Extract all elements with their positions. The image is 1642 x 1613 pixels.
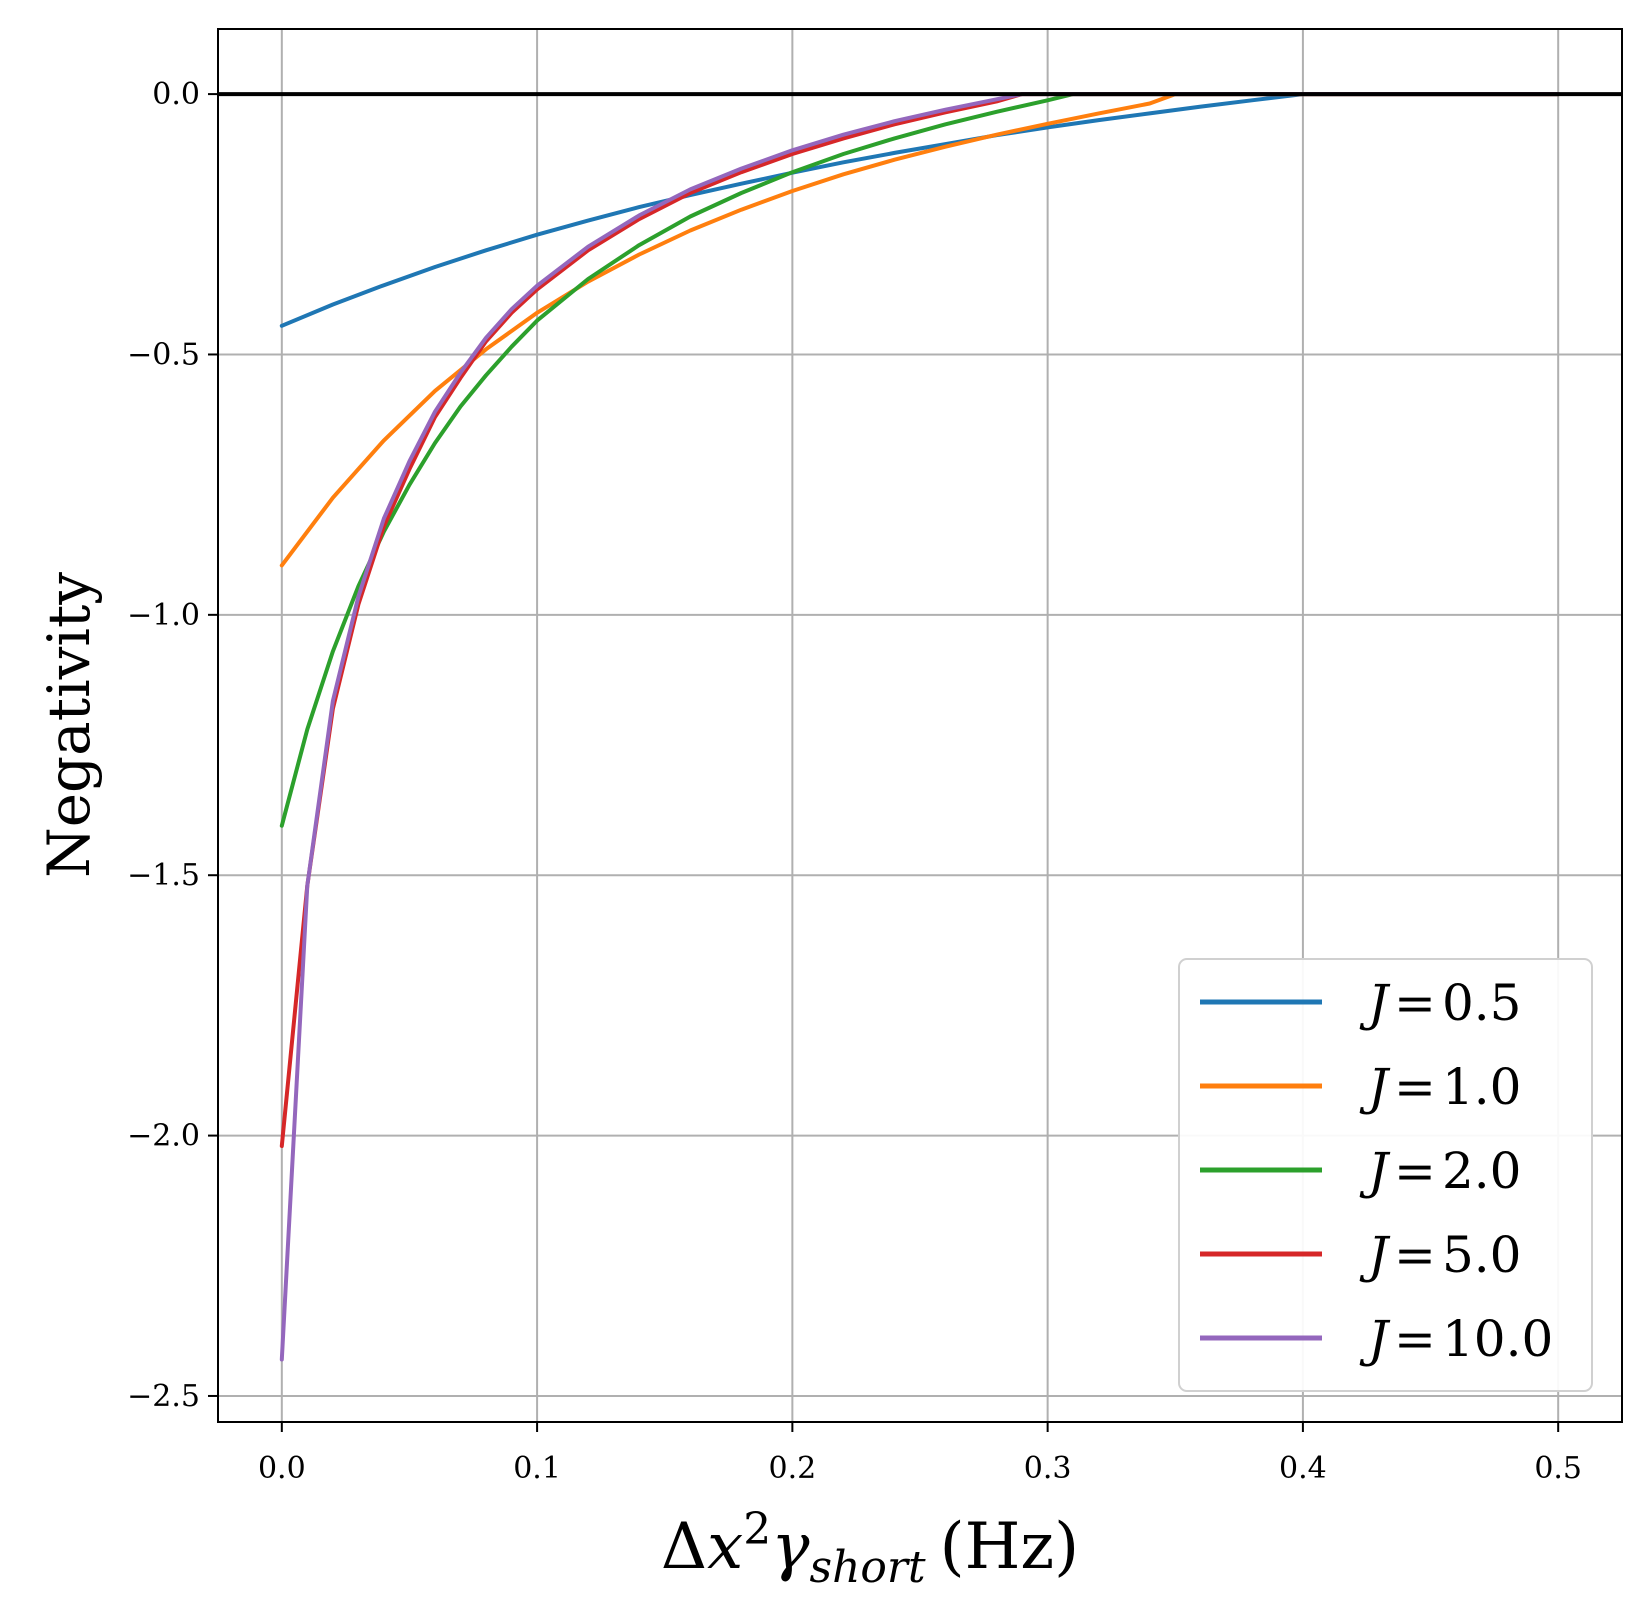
series-line-1 xyxy=(279,92,1561,328)
x-axis-title-gamma: γ xyxy=(771,1510,810,1584)
legend-label: J = 10.0 xyxy=(1359,1310,1553,1368)
legend-label-equals: = xyxy=(1394,1058,1436,1116)
x-tick-label: 0.2 xyxy=(769,1451,817,1486)
legend-label-value: 0.5 xyxy=(1442,974,1522,1032)
legend-label-value: 10.0 xyxy=(1442,1310,1553,1368)
x-axis-title-exponent: 2 xyxy=(743,1504,771,1555)
y-tick-label: −2.0 xyxy=(127,1119,200,1154)
legend-label-equals: = xyxy=(1394,1142,1436,1200)
x-tick-label: 0.1 xyxy=(513,1451,561,1486)
legend-label-value: 2.0 xyxy=(1442,1142,1522,1200)
y-tick-label: −1.0 xyxy=(127,598,200,633)
legend-box xyxy=(1178,958,1593,1392)
legend: J = 0.5J = 1.0J = 2.0J = 5.0J = 10.0 xyxy=(1178,958,1593,1392)
x-tick-label: 0.3 xyxy=(1024,1451,1072,1486)
x-axis-title-unit: (Hz) xyxy=(940,1510,1079,1584)
x-axis-title-delta: Δ xyxy=(661,1510,707,1584)
x-tick-label: 0.0 xyxy=(258,1451,306,1486)
x-axis-title: Δx2γshort (Hz) xyxy=(661,1504,1079,1593)
axis-ticks xyxy=(208,93,1560,1432)
y-axis-title: Negativity xyxy=(35,572,103,878)
legend-items: J = 0.5J = 1.0J = 2.0J = 5.0J = 10.0 xyxy=(1200,974,1553,1368)
axis-tick-labels: 0.0 0.1 0.2 0.3 0.4 0.5 0.0 −0.5 −1.0 −1.5 −2.0 −2.… xyxy=(127,77,1582,1486)
legend-label-equals: = xyxy=(1394,1226,1436,1284)
x-tick-label: 0.4 xyxy=(1279,1451,1327,1486)
legend-label-equals: = xyxy=(1394,1310,1436,1368)
legend-label-value: 1.0 xyxy=(1442,1058,1522,1116)
legend-label-value: 5.0 xyxy=(1442,1226,1522,1284)
y-tick-label: −2.5 xyxy=(127,1379,200,1414)
x-axis-title-x: x xyxy=(707,1510,743,1584)
y-tick-label: −1.5 xyxy=(127,858,200,893)
x-tick-label: 0.5 xyxy=(1534,1451,1582,1486)
x-axis-title-subscript: short xyxy=(809,1542,925,1593)
y-tick-label: 0.0 xyxy=(152,77,200,112)
legend-label-equals: = xyxy=(1394,974,1436,1032)
legend-label: J = 5.0 xyxy=(1359,1226,1521,1284)
plot-frame xyxy=(217,28,1623,1423)
y-tick-label: −0.5 xyxy=(127,337,200,372)
legend-label: J = 1.0 xyxy=(1359,1058,1521,1116)
